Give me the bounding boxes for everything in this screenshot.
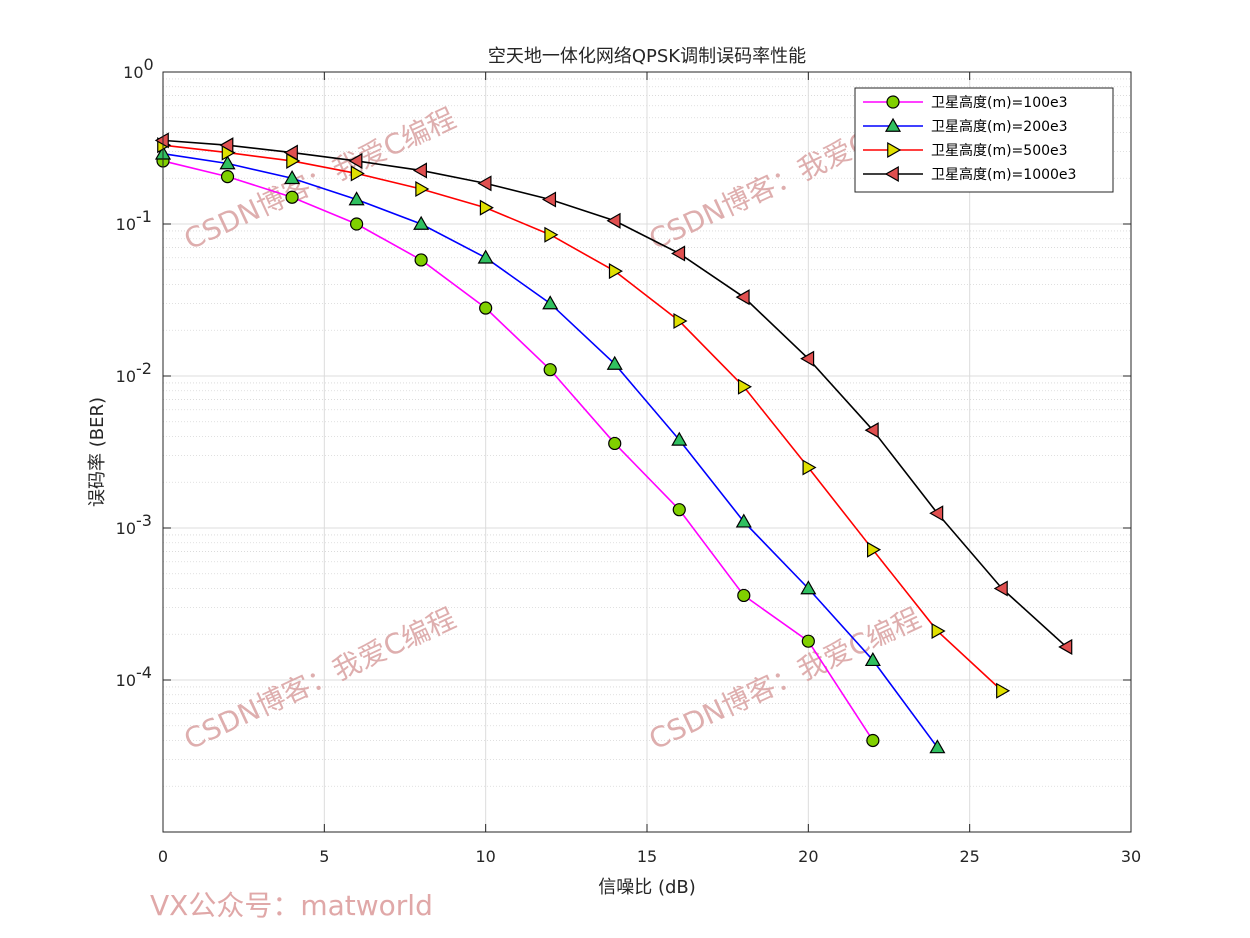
legend-entry: 卫星高度(m)=100e3 bbox=[863, 94, 1068, 111]
data-point bbox=[542, 295, 559, 310]
data-point bbox=[479, 199, 494, 216]
data-point bbox=[285, 190, 299, 204]
data-point bbox=[348, 191, 365, 206]
legend-entry: 卫星高度(m)=1000e3 bbox=[863, 165, 1076, 183]
y-tick-label-exponent: -2 bbox=[136, 359, 152, 378]
data-point bbox=[671, 431, 688, 446]
x-tick-label: 20 bbox=[798, 847, 818, 866]
data-point bbox=[735, 513, 752, 528]
data-point bbox=[672, 503, 686, 517]
y-tick-label-base: 10 bbox=[123, 63, 143, 82]
data-point bbox=[673, 312, 688, 330]
data-point bbox=[284, 170, 301, 185]
data-point bbox=[884, 165, 899, 183]
data-point bbox=[606, 212, 621, 229]
data-point bbox=[866, 733, 880, 748]
data-point bbox=[864, 422, 879, 439]
y-tick-label: 10 -2 bbox=[116, 359, 152, 386]
x-tick-label: 30 bbox=[1121, 847, 1141, 866]
y-tick-label-base: 10 bbox=[116, 215, 136, 234]
data-point bbox=[219, 137, 234, 154]
data-point bbox=[864, 651, 881, 667]
y-tick-label-exponent: -4 bbox=[136, 663, 152, 682]
data-point bbox=[606, 355, 623, 370]
data-point bbox=[154, 132, 169, 149]
series-line-0 bbox=[162, 160, 874, 741]
data-point bbox=[219, 155, 236, 170]
data-point bbox=[412, 162, 427, 179]
data-point bbox=[543, 363, 557, 377]
legend-label: 卫星高度(m)=500e3 bbox=[931, 142, 1068, 159]
legend-entry: 卫星高度(m)=500e3 bbox=[863, 141, 1068, 159]
footer-watermark: VX公众号：matworld bbox=[150, 889, 433, 922]
data-point bbox=[802, 459, 817, 476]
series-line-2 bbox=[162, 144, 1003, 692]
legend-label: 卫星高度(m)=100e3 bbox=[931, 94, 1068, 111]
series-markers bbox=[154, 132, 1073, 754]
data-point bbox=[348, 152, 363, 169]
data-point bbox=[887, 141, 902, 159]
chart-title: 空天地一体化网络QPSK调制误码率性能 bbox=[488, 46, 806, 67]
data-point bbox=[541, 191, 557, 208]
data-point bbox=[884, 117, 902, 132]
data-point bbox=[479, 301, 493, 315]
x-tick-label: 25 bbox=[959, 847, 979, 866]
y-tick-label-exponent: -1 bbox=[136, 207, 152, 226]
data-point bbox=[735, 289, 750, 306]
data-point bbox=[996, 682, 1011, 699]
data-point bbox=[671, 245, 686, 262]
y-tick-label-base: 10 bbox=[116, 367, 136, 386]
y-tick-label-base: 10 bbox=[116, 519, 136, 538]
data-point bbox=[931, 622, 946, 640]
y-tick-label-base: 10 bbox=[116, 671, 136, 690]
y-tick-label: 10 -3 bbox=[116, 511, 152, 538]
x-tick-label: 15 bbox=[637, 847, 657, 866]
data-point bbox=[800, 350, 815, 367]
data-point bbox=[477, 249, 494, 264]
data-point bbox=[608, 436, 622, 451]
data-point bbox=[801, 634, 815, 648]
data-point bbox=[737, 588, 751, 603]
axis-ticks bbox=[162, 71, 1132, 832]
y-tick-label: 10 0 bbox=[123, 55, 154, 82]
data-point bbox=[929, 505, 944, 522]
legend-label: 卫星高度(m)=1000e3 bbox=[931, 166, 1076, 183]
y-tick-label-exponent: -3 bbox=[136, 511, 152, 530]
x-tick-label: 0 bbox=[158, 847, 168, 866]
data-point bbox=[800, 580, 817, 595]
x-tick-label: 10 bbox=[475, 847, 495, 866]
x-axis-label: 信噪比 (dB) bbox=[598, 877, 696, 898]
data-point bbox=[1058, 638, 1073, 655]
data-point bbox=[929, 739, 946, 754]
data-point bbox=[544, 226, 559, 243]
data-point bbox=[886, 95, 900, 109]
data-point bbox=[350, 217, 364, 231]
y-tick-label: 10 -1 bbox=[116, 207, 152, 234]
y-tick-label: 10 -4 bbox=[116, 663, 152, 690]
data-point bbox=[220, 170, 235, 184]
data-point bbox=[608, 263, 623, 280]
legend-entry: 卫星高度(m)=200e3 bbox=[863, 117, 1068, 135]
data-point bbox=[867, 541, 882, 558]
data-point bbox=[350, 165, 365, 182]
data-point bbox=[993, 580, 1008, 597]
data-point bbox=[477, 175, 492, 192]
data-point bbox=[283, 144, 298, 161]
data-point bbox=[413, 215, 430, 230]
y-axis-label: 误码率 (BER) bbox=[87, 397, 108, 507]
data-point bbox=[414, 253, 428, 267]
y-tick-label-exponent: 0 bbox=[144, 55, 154, 74]
data-point bbox=[415, 180, 430, 198]
data-point bbox=[737, 378, 753, 395]
legend-label: 卫星高度(m)=200e3 bbox=[931, 118, 1068, 135]
legend: 卫星高度(m)=100e3 卫星高度(m)=200e3 卫星高度(m)=500e3 卫… bbox=[854, 87, 1114, 193]
x-tick-label: 5 bbox=[319, 847, 329, 866]
x-tick-labels: 0 5 10 15 20 25 30 bbox=[158, 847, 1141, 866]
